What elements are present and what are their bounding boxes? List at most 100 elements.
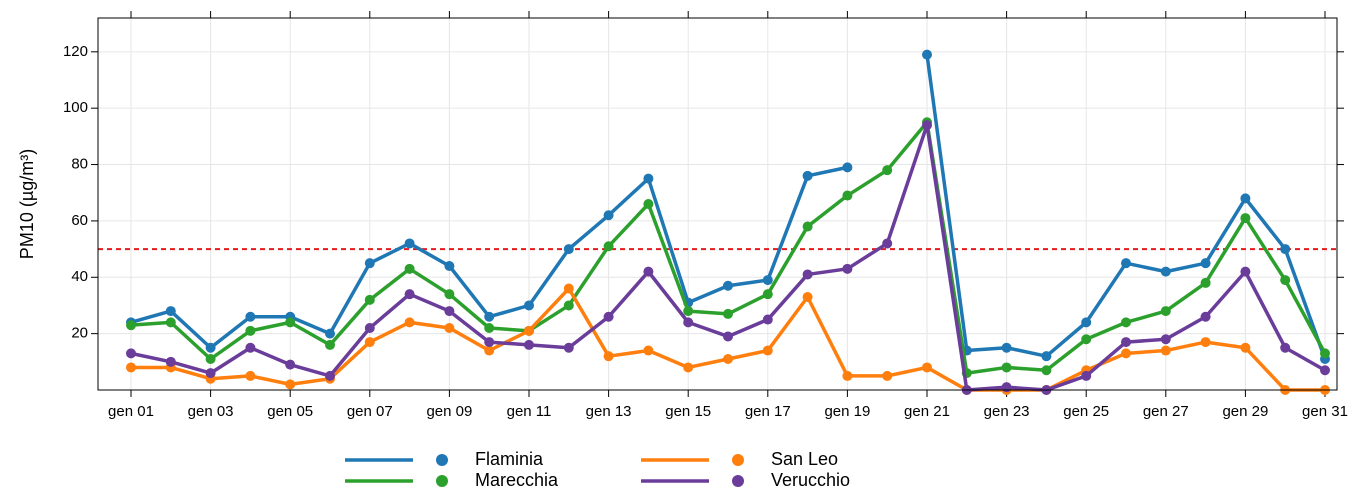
series-point [723,354,733,364]
series-point [683,317,694,328]
series-point [1200,337,1211,348]
series-point [245,370,256,381]
series-point [723,331,733,342]
series-point [1240,213,1251,224]
series-point [165,306,176,317]
series-point [1001,382,1012,393]
series-point [245,311,256,322]
series-point [1240,193,1251,204]
x-tick-label: gen 09 [426,403,472,420]
x-tick-label: gen 31 [1302,403,1348,420]
x-tick-label: gen 15 [665,403,711,420]
series-point [842,263,853,274]
y-tick-label: 60 [71,212,88,229]
series-point [1121,337,1131,348]
series-point [245,342,256,353]
series-point [126,348,136,359]
series-point [1240,266,1251,277]
y-tick-label: 40 [71,268,88,285]
series-point [1041,365,1052,376]
series-point [126,320,136,331]
legend-label: Marecchia [475,470,559,490]
series-point [165,317,176,328]
series-point [603,241,614,252]
series-point [922,120,932,131]
series-point [1001,342,1012,353]
legend-label: Verucchio [771,470,850,490]
series-point [404,289,415,300]
series-point [643,199,654,209]
legend-marker [732,454,744,466]
series-point [444,306,455,317]
y-tick-label: 80 [71,156,88,173]
series-point [683,306,694,317]
series-point [524,300,534,311]
series-point [1280,244,1291,255]
series-point [762,275,773,286]
series-point [404,317,415,328]
series-point [922,49,932,60]
series-point [643,266,654,277]
series-point [882,370,893,381]
legend-label: San Leo [771,449,838,469]
legend-marker [732,475,744,487]
series-point [524,325,534,336]
series-point [325,370,335,381]
series-point [882,238,893,249]
x-tick-label: gen 27 [1143,403,1189,420]
y-tick-label: 120 [63,43,88,60]
series-point [603,311,614,322]
series-point [364,294,375,305]
x-tick-label: gen 03 [188,403,234,420]
legend-marker [436,454,448,466]
series-point [1081,317,1092,328]
series-point [1160,334,1171,345]
x-tick-label: gen 13 [586,403,632,420]
series-point [1001,362,1012,373]
series-point [1200,277,1211,288]
series-point [802,170,813,181]
x-tick-label: gen 11 [507,403,552,420]
series-point [723,308,733,319]
series-point [1280,275,1291,286]
series-point [563,244,574,255]
plot-frame [97,17,1338,391]
series-point [484,323,495,333]
series-point [563,300,574,311]
series-point [762,345,773,356]
series-point [683,362,694,373]
series-point [603,351,614,362]
x-tick-label: gen 19 [824,403,870,420]
series-point [285,359,296,370]
series-point [484,337,495,348]
series-point [1121,258,1131,269]
series-point [1200,311,1211,322]
series-point [1280,342,1291,353]
series-point [842,162,853,173]
series-point [1041,351,1052,362]
series-point [404,263,415,274]
series-point [205,368,216,379]
x-tick-label: gen 05 [267,403,313,420]
series-point [364,323,375,333]
series-point [922,362,932,373]
series-point [643,173,654,184]
x-tick-label: gen 07 [347,403,393,420]
series-point [842,190,853,201]
series-point [1200,258,1211,269]
series-point [1320,365,1330,376]
x-tick-label: gen 25 [1063,403,1109,420]
series-point [444,323,455,333]
series-point [364,258,375,269]
series-point [484,345,495,356]
series-point [484,311,495,322]
y-tick-label: 100 [63,99,88,116]
series-point [245,325,256,336]
series-point [285,317,296,328]
series-point [563,283,574,294]
series-point [205,354,216,364]
series-point [802,221,813,232]
series-point [762,314,773,325]
series-point [603,210,614,221]
